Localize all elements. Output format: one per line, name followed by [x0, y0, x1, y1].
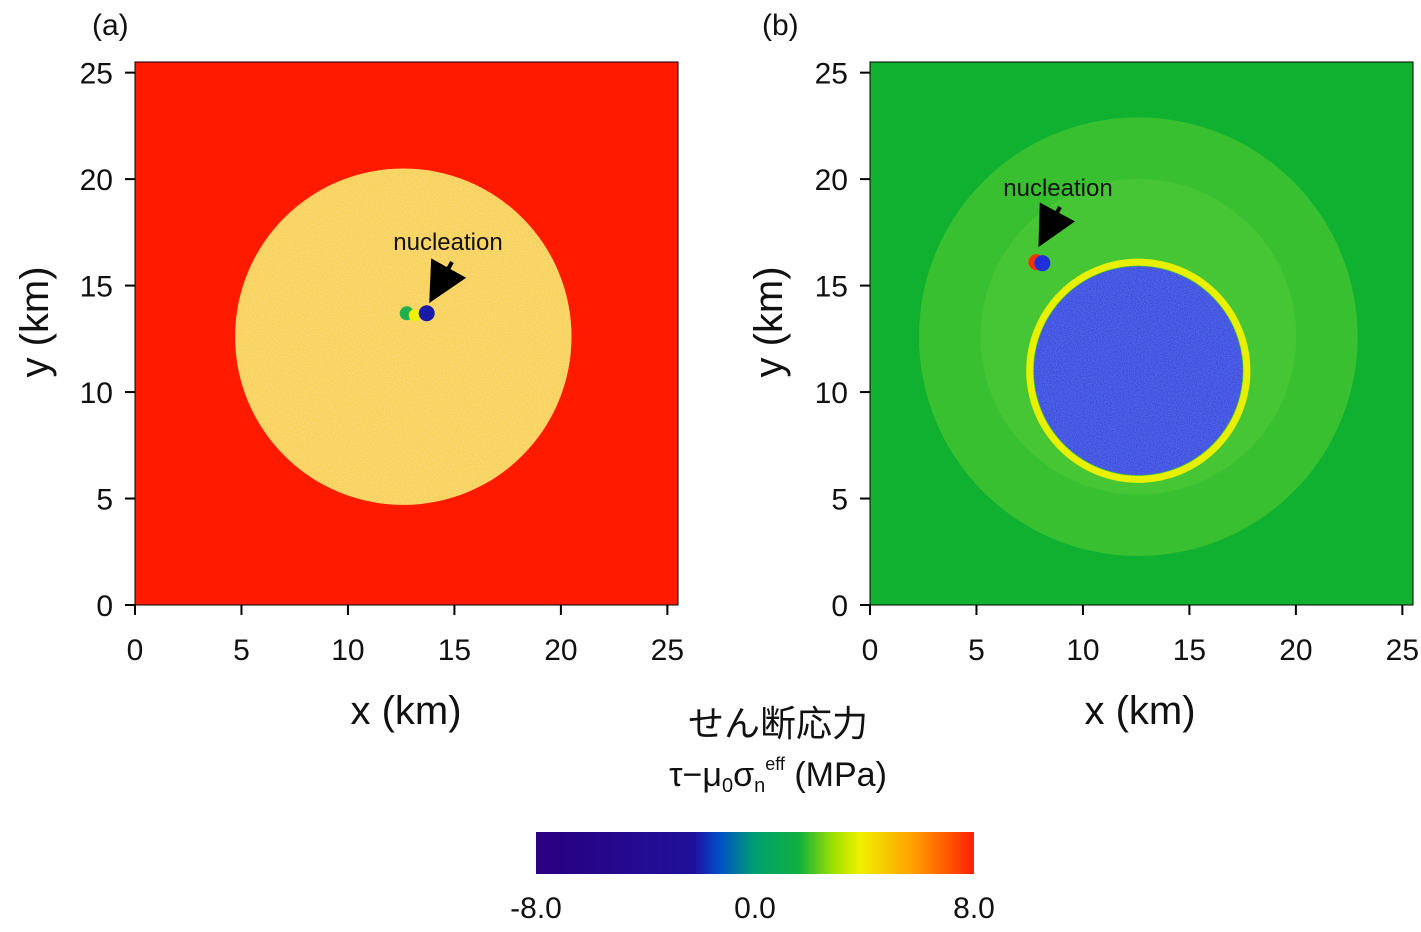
colorbar-label-sub0: 0: [722, 775, 733, 797]
y-ticks-b: 0 5 10 15 20 25: [815, 58, 870, 623]
x-ticks-a: 0 5 10 15 20 25: [127, 605, 684, 667]
y-tick-label-a: 15: [80, 271, 113, 304]
x-tick-label-b: 0: [862, 634, 879, 667]
y-tick-label-a: 10: [80, 377, 113, 410]
rupture-disc-a: [235, 168, 572, 505]
y-axis-label-b: y (km): [747, 266, 791, 377]
x-axis-label-b: x (km): [1084, 689, 1195, 733]
ruptured-core-b: [1033, 266, 1243, 476]
y-tick-label-a: 25: [80, 58, 113, 91]
rupture-front-ring-b: [1026, 258, 1251, 483]
x-tick-label-b: 5: [968, 634, 985, 667]
y-tick-label-b: 20: [815, 164, 848, 197]
y-ticks-a: 0 5 10 15 20 25: [80, 58, 135, 623]
y-axis-label-a: y (km): [13, 266, 57, 377]
y-tick-label-b: 0: [831, 590, 848, 623]
x-tick-label-b: 10: [1066, 634, 1099, 667]
nucleation-arrow-a: [429, 258, 467, 303]
plot-frame-b: [869, 61, 1414, 606]
colorbar-label-sup: eff: [765, 754, 786, 774]
panel-b-label: (b): [762, 9, 799, 42]
colorbar-tick-mid: 0.0: [734, 892, 776, 925]
nucleation-point-b: [1034, 255, 1051, 272]
colorbar: せん断応力 τ−μ0σneff (MPa) -8.0 0.0 8.0: [510, 704, 995, 925]
y-tick-label-a: 20: [80, 164, 113, 197]
x-ticks-b: 0 5 10 15 20 25: [862, 605, 1419, 667]
x-tick-label-b: 20: [1279, 634, 1312, 667]
colorbar-gradient: [536, 832, 974, 874]
x-tick-label-a: 15: [438, 634, 471, 667]
y-tick-label-b: 25: [815, 58, 848, 91]
colorbar-label-sigma: σ: [733, 756, 754, 794]
x-tick-label-a: 20: [544, 634, 577, 667]
nucleation-arrow-b: [1038, 202, 1075, 248]
colorbar-label-symbol: τ−μ: [669, 756, 722, 794]
panel-a-label: (a): [92, 9, 129, 42]
colorbar-tick-min: -8.0: [510, 892, 562, 925]
y-tick-label-a: 0: [96, 590, 113, 623]
colorbar-tick-max: 8.0: [953, 892, 995, 925]
nucleation-label-b: nucleation: [1003, 175, 1112, 202]
y-tick-label-b: 5: [831, 484, 848, 517]
x-axis-label-a: x (km): [350, 689, 461, 733]
nucleation-point-a: [418, 305, 435, 322]
y-tick-label-b: 15: [815, 271, 848, 304]
nucleation-patch-yellow-a: [408, 309, 421, 322]
x-tick-label-b: 25: [1386, 634, 1419, 667]
colorbar-dark-segment: [536, 832, 696, 874]
colorbar-title: せん断応力: [688, 704, 868, 745]
x-tick-label-a: 5: [233, 634, 250, 667]
x-tick-label-b: 15: [1173, 634, 1206, 667]
heatmap-a: [134, 61, 679, 606]
x-tick-label-a: 25: [651, 634, 684, 667]
heatmap-b: [869, 61, 1414, 606]
x-tick-label-a: 10: [331, 634, 364, 667]
y-tick-label-a: 5: [96, 484, 113, 517]
colorbar-label-unit: (MPa): [785, 756, 887, 794]
colorbar-label-subn: n: [754, 775, 765, 797]
nucleation-label-a: nucleation: [393, 229, 502, 256]
y-tick-label-b: 10: [815, 377, 848, 410]
colorbar-label: τ−μ0σneff (MPa): [669, 754, 887, 797]
x-tick-label-a: 0: [127, 634, 144, 667]
plot-frame-a: [134, 61, 679, 606]
